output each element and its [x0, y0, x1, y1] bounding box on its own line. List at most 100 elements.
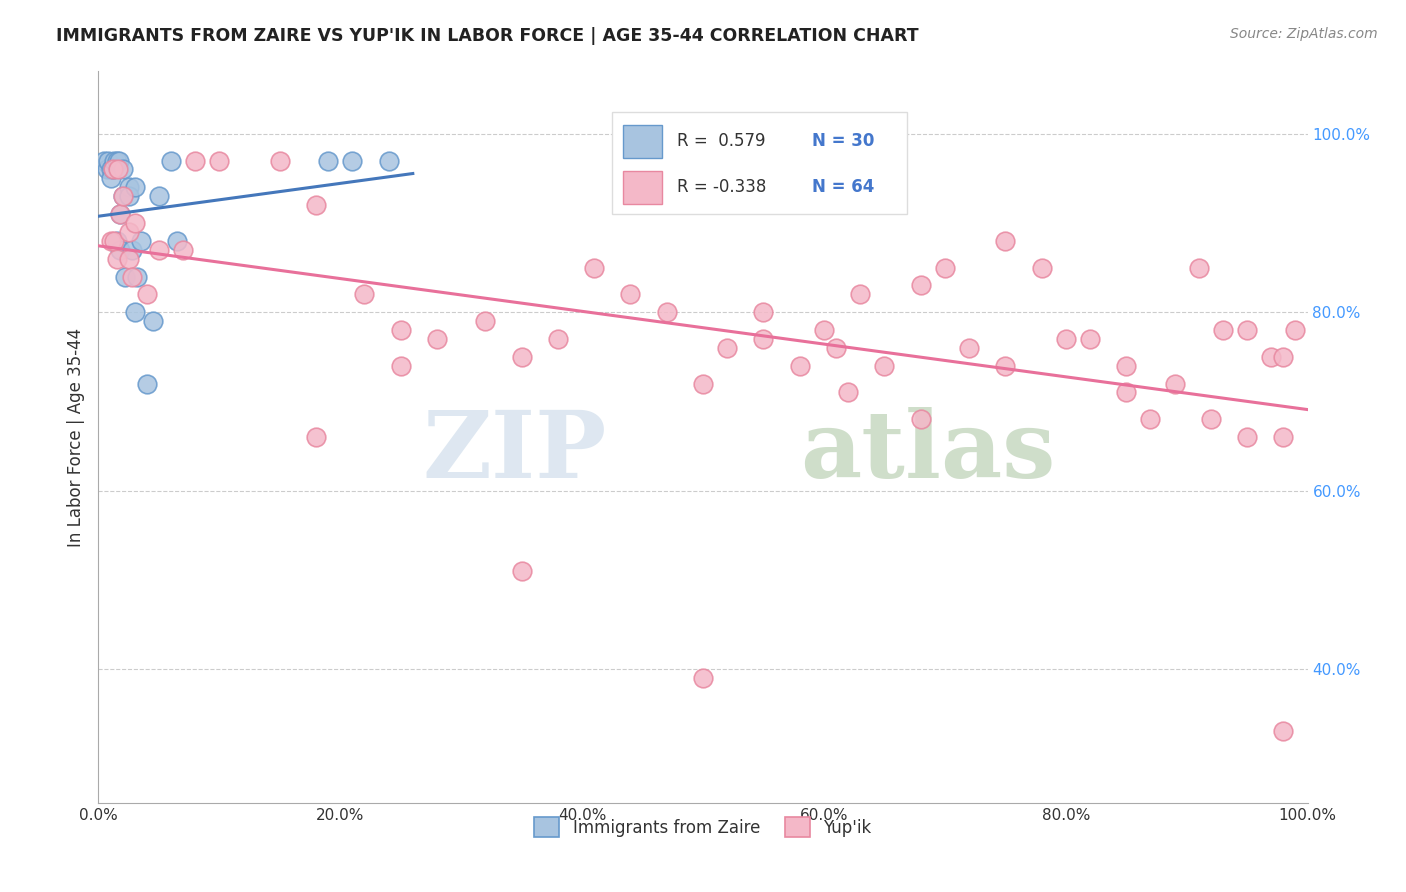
- Point: [1115, 359, 1137, 373]
- Point: [142, 314, 165, 328]
- Y-axis label: In Labor Force | Age 35-44: In Labor Force | Age 35-44: [66, 327, 84, 547]
- Text: IMMIGRANTS FROM ZAIRE VS YUP'IK IN LABOR FORCE | AGE 35-44 CORRELATION CHART: IMMIGRANTS FROM ZAIRE VS YUP'IK IN LABOR…: [56, 27, 920, 45]
- Point: [1031, 260, 1053, 275]
- Point: [135, 287, 157, 301]
- Point: [342, 153, 364, 168]
- Point: [1115, 385, 1137, 400]
- Point: [100, 171, 122, 186]
- Point: [994, 359, 1017, 373]
- Point: [1199, 412, 1222, 426]
- Point: [389, 359, 412, 373]
- Point: [148, 243, 170, 257]
- Point: [583, 260, 606, 275]
- Point: [96, 162, 118, 177]
- Point: [1054, 332, 1077, 346]
- Point: [1188, 260, 1211, 275]
- Point: [910, 278, 932, 293]
- Point: [111, 189, 134, 203]
- Point: [101, 162, 124, 177]
- Point: [1272, 430, 1295, 444]
- Point: [108, 207, 131, 221]
- Text: ZIP: ZIP: [422, 407, 606, 497]
- Point: [837, 385, 859, 400]
- Point: [353, 287, 375, 301]
- Point: [1236, 323, 1258, 337]
- Point: [1272, 724, 1295, 739]
- Legend: Immigrants from Zaire, Yup'ik: Immigrants from Zaire, Yup'ik: [526, 809, 880, 846]
- Point: [100, 234, 122, 248]
- Text: N = 64: N = 64: [813, 178, 875, 196]
- Text: atlas: atlas: [800, 407, 1054, 497]
- Point: [752, 305, 775, 319]
- Point: [160, 153, 183, 168]
- Point: [135, 376, 157, 391]
- Point: [111, 162, 134, 177]
- Point: [813, 323, 835, 337]
- FancyBboxPatch shape: [612, 112, 907, 214]
- Point: [1163, 376, 1185, 391]
- Point: [172, 243, 194, 257]
- Point: [148, 189, 170, 203]
- Point: [107, 162, 129, 177]
- Point: [510, 350, 533, 364]
- Point: [118, 252, 141, 266]
- Point: [103, 234, 125, 248]
- Point: [93, 153, 115, 168]
- Text: N = 30: N = 30: [813, 132, 875, 150]
- Point: [752, 332, 775, 346]
- Text: R = -0.338: R = -0.338: [676, 178, 766, 196]
- Point: [108, 243, 131, 257]
- Point: [208, 153, 231, 168]
- Point: [118, 189, 141, 203]
- Point: [124, 305, 146, 319]
- Point: [305, 198, 328, 212]
- Point: [716, 341, 738, 355]
- Point: [166, 234, 188, 248]
- Point: [692, 671, 714, 685]
- Point: [105, 153, 128, 168]
- Point: [124, 216, 146, 230]
- Point: [108, 207, 131, 221]
- Point: [114, 269, 136, 284]
- Point: [111, 189, 134, 203]
- Point: [474, 314, 496, 328]
- Point: [825, 341, 848, 355]
- Point: [269, 153, 291, 168]
- Point: [97, 153, 120, 168]
- Point: [103, 153, 125, 168]
- Point: [121, 269, 143, 284]
- Point: [692, 376, 714, 391]
- Point: [849, 287, 872, 301]
- Point: [100, 162, 122, 177]
- Point: [1212, 323, 1234, 337]
- Point: [124, 180, 146, 194]
- Point: [510, 564, 533, 578]
- Point: [101, 162, 124, 177]
- Point: [118, 180, 141, 194]
- Point: [789, 359, 811, 373]
- Point: [1236, 430, 1258, 444]
- Point: [1139, 412, 1161, 426]
- Point: [957, 341, 980, 355]
- Point: [305, 430, 328, 444]
- Point: [108, 153, 131, 168]
- Point: [184, 153, 207, 168]
- Point: [873, 359, 896, 373]
- Point: [655, 305, 678, 319]
- Point: [934, 260, 956, 275]
- Point: [127, 269, 149, 284]
- Point: [121, 243, 143, 257]
- Point: [129, 234, 152, 248]
- Point: [1272, 350, 1295, 364]
- Point: [426, 332, 449, 346]
- Point: [105, 234, 128, 248]
- Point: [1260, 350, 1282, 364]
- Point: [994, 234, 1017, 248]
- Text: R =  0.579: R = 0.579: [676, 132, 765, 150]
- Point: [1078, 332, 1101, 346]
- Text: Source: ZipAtlas.com: Source: ZipAtlas.com: [1230, 27, 1378, 41]
- Point: [377, 153, 399, 168]
- Bar: [623, 125, 662, 158]
- Point: [619, 287, 641, 301]
- Point: [118, 225, 141, 239]
